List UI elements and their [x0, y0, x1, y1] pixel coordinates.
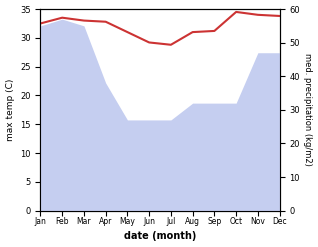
Y-axis label: med. precipitation (kg/m2): med. precipitation (kg/m2): [303, 53, 313, 166]
Y-axis label: max temp (C): max temp (C): [5, 79, 15, 141]
X-axis label: date (month): date (month): [124, 231, 196, 242]
